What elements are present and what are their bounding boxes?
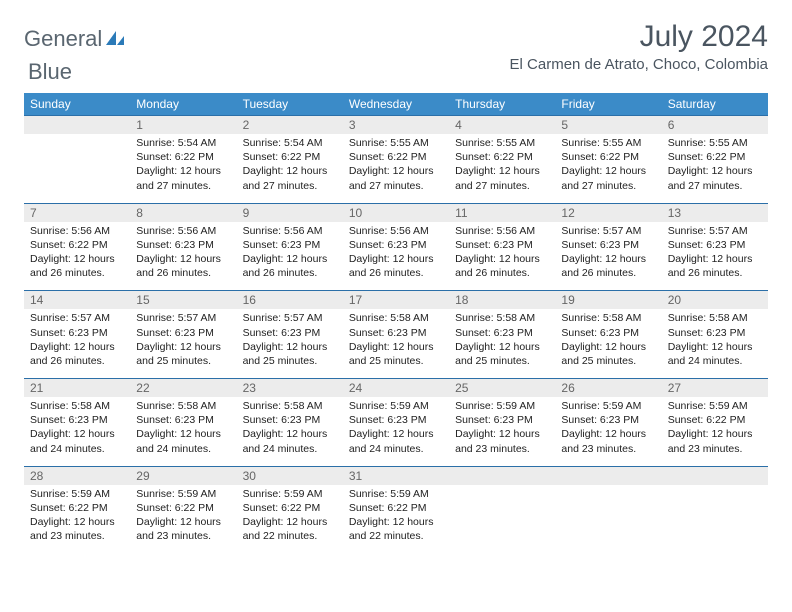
day-number-cell [24,116,130,135]
day-number-cell: 31 [343,466,449,485]
weekday-header: Friday [555,93,661,116]
day-number-cell: 16 [237,291,343,310]
day-details-cell: Sunrise: 5:58 AMSunset: 6:23 PMDaylight:… [130,397,236,466]
day-number-cell: 12 [555,203,661,222]
day-details-cell [662,485,768,554]
day-details-cell: Sunrise: 5:59 AMSunset: 6:22 PMDaylight:… [130,485,236,554]
day-details-row: Sunrise: 5:58 AMSunset: 6:23 PMDaylight:… [24,397,768,466]
title-block: July 2024 El Carmen de Atrato, Choco, Co… [510,20,768,73]
day-details-cell: Sunrise: 5:59 AMSunset: 6:22 PMDaylight:… [237,485,343,554]
day-number-cell: 8 [130,203,236,222]
day-number-cell: 20 [662,291,768,310]
day-details-cell: Sunrise: 5:58 AMSunset: 6:23 PMDaylight:… [449,309,555,378]
day-number-row: 14151617181920 [24,291,768,310]
day-details-cell: Sunrise: 5:55 AMSunset: 6:22 PMDaylight:… [449,134,555,203]
day-number-cell: 11 [449,203,555,222]
day-number-cell: 27 [662,379,768,398]
day-number-cell: 14 [24,291,130,310]
day-number-cell: 4 [449,116,555,135]
day-number-cell: 6 [662,116,768,135]
day-number-cell: 18 [449,291,555,310]
day-number-row: 21222324252627 [24,379,768,398]
day-details-cell: Sunrise: 5:59 AMSunset: 6:23 PMDaylight:… [343,397,449,466]
day-number-cell [449,466,555,485]
day-number-row: 78910111213 [24,203,768,222]
weekday-header: Thursday [449,93,555,116]
day-details-cell: Sunrise: 5:56 AMSunset: 6:23 PMDaylight:… [449,222,555,291]
day-number-cell: 10 [343,203,449,222]
day-details-cell: Sunrise: 5:58 AMSunset: 6:23 PMDaylight:… [662,309,768,378]
day-details-cell: Sunrise: 5:58 AMSunset: 6:23 PMDaylight:… [555,309,661,378]
day-details-cell: Sunrise: 5:59 AMSunset: 6:23 PMDaylight:… [449,397,555,466]
day-details-cell: Sunrise: 5:55 AMSunset: 6:22 PMDaylight:… [662,134,768,203]
day-details-cell: Sunrise: 5:58 AMSunset: 6:23 PMDaylight:… [343,309,449,378]
day-details-cell [449,485,555,554]
day-number-cell: 28 [24,466,130,485]
day-number-cell: 24 [343,379,449,398]
day-number-row: 28293031 [24,466,768,485]
day-number-cell [662,466,768,485]
day-number-cell: 30 [237,466,343,485]
day-number-cell: 26 [555,379,661,398]
day-details-cell: Sunrise: 5:57 AMSunset: 6:23 PMDaylight:… [662,222,768,291]
day-details-cell: Sunrise: 5:59 AMSunset: 6:22 PMDaylight:… [343,485,449,554]
day-details-cell: Sunrise: 5:54 AMSunset: 6:22 PMDaylight:… [237,134,343,203]
day-details-cell: Sunrise: 5:58 AMSunset: 6:23 PMDaylight:… [237,397,343,466]
day-details-cell: Sunrise: 5:57 AMSunset: 6:23 PMDaylight:… [24,309,130,378]
day-details-cell: Sunrise: 5:59 AMSunset: 6:23 PMDaylight:… [555,397,661,466]
weekday-header: Saturday [662,93,768,116]
day-details-cell: Sunrise: 5:55 AMSunset: 6:22 PMDaylight:… [555,134,661,203]
day-details-row: Sunrise: 5:59 AMSunset: 6:22 PMDaylight:… [24,485,768,554]
day-details-cell [555,485,661,554]
day-number-cell: 3 [343,116,449,135]
weekday-header: Wednesday [343,93,449,116]
day-details-cell: Sunrise: 5:54 AMSunset: 6:22 PMDaylight:… [130,134,236,203]
day-number-cell: 5 [555,116,661,135]
day-number-cell: 7 [24,203,130,222]
day-number-cell: 21 [24,379,130,398]
day-details-cell [24,134,130,203]
day-number-cell: 13 [662,203,768,222]
day-number-cell: 25 [449,379,555,398]
brand-sail-icon [104,29,126,50]
weekday-header: Sunday [24,93,130,116]
brand-word1: General [24,26,102,52]
day-details-cell: Sunrise: 5:57 AMSunset: 6:23 PMDaylight:… [555,222,661,291]
day-number-cell: 23 [237,379,343,398]
day-details-cell: Sunrise: 5:55 AMSunset: 6:22 PMDaylight:… [343,134,449,203]
location-text: El Carmen de Atrato, Choco, Colombia [510,56,768,73]
day-number-cell: 17 [343,291,449,310]
calendar-table: SundayMondayTuesdayWednesdayThursdayFrid… [24,93,768,553]
day-number-cell: 9 [237,203,343,222]
brand-logo: General [24,20,128,52]
weekday-header: Tuesday [237,93,343,116]
weekday-header: Monday [130,93,236,116]
weekday-header-row: SundayMondayTuesdayWednesdayThursdayFrid… [24,93,768,116]
day-details-cell: Sunrise: 5:56 AMSunset: 6:23 PMDaylight:… [343,222,449,291]
month-title: July 2024 [510,20,768,54]
day-details-cell: Sunrise: 5:56 AMSunset: 6:22 PMDaylight:… [24,222,130,291]
day-details-cell: Sunrise: 5:56 AMSunset: 6:23 PMDaylight:… [130,222,236,291]
day-number-cell: 15 [130,291,236,310]
day-number-cell: 19 [555,291,661,310]
brand-word2: Blue [28,59,72,84]
day-details-row: Sunrise: 5:54 AMSunset: 6:22 PMDaylight:… [24,134,768,203]
day-details-cell: Sunrise: 5:56 AMSunset: 6:23 PMDaylight:… [237,222,343,291]
day-details-cell: Sunrise: 5:57 AMSunset: 6:23 PMDaylight:… [130,309,236,378]
day-number-cell: 1 [130,116,236,135]
day-details-row: Sunrise: 5:56 AMSunset: 6:22 PMDaylight:… [24,222,768,291]
day-details-row: Sunrise: 5:57 AMSunset: 6:23 PMDaylight:… [24,309,768,378]
day-details-cell: Sunrise: 5:59 AMSunset: 6:22 PMDaylight:… [24,485,130,554]
day-number-cell: 29 [130,466,236,485]
day-number-cell: 2 [237,116,343,135]
day-details-cell: Sunrise: 5:58 AMSunset: 6:23 PMDaylight:… [24,397,130,466]
day-details-cell: Sunrise: 5:59 AMSunset: 6:22 PMDaylight:… [662,397,768,466]
day-number-row: 123456 [24,116,768,135]
day-number-cell [555,466,661,485]
day-number-cell: 22 [130,379,236,398]
day-details-cell: Sunrise: 5:57 AMSunset: 6:23 PMDaylight:… [237,309,343,378]
